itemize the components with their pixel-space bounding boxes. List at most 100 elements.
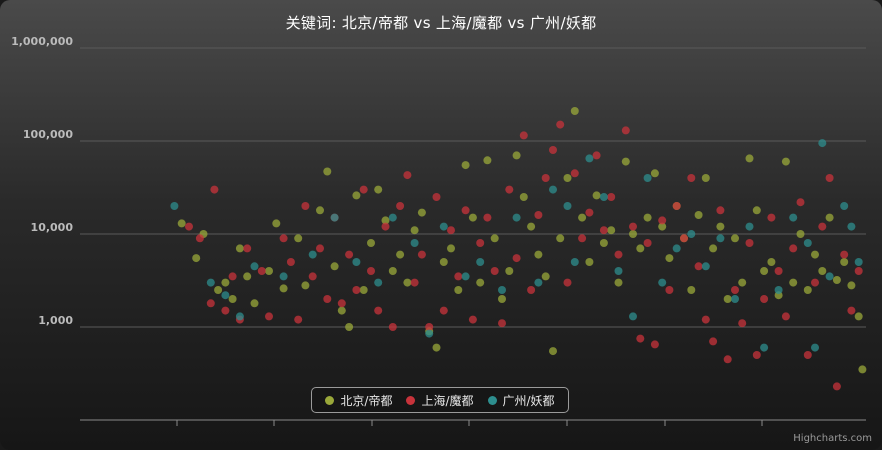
scatter-point-series-1[interactable] xyxy=(221,306,230,315)
scatter-point-series-1[interactable] xyxy=(854,267,863,275)
scatter-point-series-1[interactable] xyxy=(643,239,652,247)
scatter-point-series-2[interactable] xyxy=(498,286,506,294)
scatter-point-series-2[interactable] xyxy=(789,213,798,222)
scatter-point-series-1[interactable] xyxy=(323,295,332,303)
scatter-point-series-2[interactable] xyxy=(570,258,579,266)
scatter-point-series-1[interactable] xyxy=(410,278,419,287)
scatter-point-series-1[interactable] xyxy=(316,244,324,253)
scatter-point-series-1[interactable] xyxy=(396,202,405,210)
scatter-point-series-1[interactable] xyxy=(665,286,674,294)
scatter-point-series-2[interactable] xyxy=(235,312,244,321)
scatter-point-series-0[interactable] xyxy=(709,244,718,253)
scatter-point-series-1[interactable] xyxy=(505,185,514,194)
scatter-point-series-1[interactable] xyxy=(454,272,463,281)
scatter-point-series-2[interactable] xyxy=(279,272,288,281)
scatter-point-series-1[interactable] xyxy=(556,120,565,129)
scatter-point-series-0[interactable] xyxy=(694,211,703,219)
scatter-point-series-0[interactable] xyxy=(854,312,863,321)
scatter-point-series-0[interactable] xyxy=(519,193,528,201)
legend-item-guangzhou[interactable]: 广州/妖都 xyxy=(487,392,555,409)
scatter-point-series-1[interactable] xyxy=(607,193,616,201)
scatter-point-series-0[interactable] xyxy=(731,234,739,243)
scatter-point-series-0[interactable] xyxy=(403,278,412,287)
scatter-point-series-1[interactable] xyxy=(701,315,710,324)
scatter-point-series-0[interactable] xyxy=(570,107,579,115)
legend-item-shanghai[interactable]: 上海/魔都 xyxy=(406,392,474,409)
scatter-point-series-0[interactable] xyxy=(410,226,419,235)
scatter-point-series-0[interactable] xyxy=(818,267,827,275)
scatter-point-series-1[interactable] xyxy=(265,312,273,321)
scatter-point-series-1[interactable] xyxy=(585,208,594,217)
scatter-point-series-0[interactable] xyxy=(396,250,405,259)
scatter-point-series-1[interactable] xyxy=(738,319,747,328)
scatter-point-series-1[interactable] xyxy=(403,171,412,180)
scatter-point-series-2[interactable] xyxy=(585,154,594,163)
scatter-point-series-1[interactable] xyxy=(476,239,485,247)
scatter-point-series-2[interactable] xyxy=(854,258,863,266)
scatter-point-series-1[interactable] xyxy=(832,382,841,391)
scatter-point-series-0[interactable] xyxy=(607,226,616,235)
scatter-point-series-1[interactable] xyxy=(308,272,317,281)
scatter-point-series-1[interactable] xyxy=(658,216,667,225)
scatter-point-series-1[interactable] xyxy=(774,267,783,275)
scatter-point-series-0[interactable] xyxy=(621,157,630,166)
scatter-point-series-2[interactable] xyxy=(731,295,739,303)
scatter-point-series-0[interactable] xyxy=(840,258,849,266)
scatter-point-series-0[interactable] xyxy=(752,206,761,215)
scatter-point-series-1[interactable] xyxy=(279,234,288,243)
scatter-point-series-1[interactable] xyxy=(767,213,776,222)
scatter-point-series-1[interactable] xyxy=(811,278,819,287)
scatter-point-series-2[interactable] xyxy=(672,244,681,253)
scatter-point-series-1[interactable] xyxy=(359,185,368,194)
scatter-point-series-1[interactable] xyxy=(527,286,536,294)
scatter-point-series-0[interactable] xyxy=(534,250,543,259)
scatter-point-series-2[interactable] xyxy=(476,258,485,266)
scatter-point-series-0[interactable] xyxy=(636,244,645,253)
scatter-point-series-0[interactable] xyxy=(614,278,623,287)
scatter-point-series-1[interactable] xyxy=(796,198,805,207)
scatter-point-series-0[interactable] xyxy=(789,278,798,287)
scatter-point-series-2[interactable] xyxy=(840,202,849,210)
scatter-point-series-0[interactable] xyxy=(374,185,383,194)
scatter-point-series-2[interactable] xyxy=(512,213,521,222)
scatter-point-series-1[interactable] xyxy=(629,222,637,231)
scatter-point-series-0[interactable] xyxy=(177,219,186,228)
scatter-point-series-0[interactable] xyxy=(388,267,397,275)
scatter-point-series-1[interactable] xyxy=(825,174,834,182)
scatter-point-series-2[interactable] xyxy=(614,267,623,275)
scatter-point-series-0[interactable] xyxy=(556,234,565,243)
scatter-point-series-2[interactable] xyxy=(549,185,557,194)
scatter-point-series-1[interactable] xyxy=(381,222,390,231)
scatter-point-series-0[interactable] xyxy=(337,306,346,315)
scatter-point-series-1[interactable] xyxy=(294,315,303,324)
scatter-point-series-0[interactable] xyxy=(192,254,201,263)
scatter-point-series-2[interactable] xyxy=(803,239,812,247)
scatter-point-series-2[interactable] xyxy=(170,202,179,210)
scatter-point-series-0[interactable] xyxy=(250,299,259,308)
scatter-point-series-0[interactable] xyxy=(235,244,244,253)
scatter-point-series-1[interactable] xyxy=(694,262,703,271)
scatter-point-series-1[interactable] xyxy=(789,244,798,253)
scatter-point-series-1[interactable] xyxy=(512,254,521,263)
scatter-point-series-0[interactable] xyxy=(490,234,499,243)
scatter-point-series-0[interactable] xyxy=(723,295,732,303)
scatter-point-series-0[interactable] xyxy=(367,239,375,247)
scatter-point-series-0[interactable] xyxy=(439,258,448,266)
scatter-point-series-2[interactable] xyxy=(330,213,339,222)
scatter-point-series-2[interactable] xyxy=(760,343,769,352)
scatter-point-series-1[interactable] xyxy=(352,286,361,294)
scatter-point-series-1[interactable] xyxy=(745,239,754,247)
scatter-point-series-2[interactable] xyxy=(206,278,215,287)
scatter-point-series-0[interactable] xyxy=(701,174,710,182)
scatter-point-series-1[interactable] xyxy=(752,351,761,359)
scatter-point-series-1[interactable] xyxy=(301,202,310,210)
scatter-point-series-1[interactable] xyxy=(367,267,375,275)
scatter-point-series-0[interactable] xyxy=(549,347,557,356)
scatter-point-series-1[interactable] xyxy=(257,267,266,275)
scatter-point-series-1[interactable] xyxy=(636,334,645,343)
scatter-point-series-1[interactable] xyxy=(592,151,601,160)
scatter-point-series-1[interactable] xyxy=(570,169,579,178)
scatter-point-series-1[interactable] xyxy=(614,250,623,259)
scatter-point-series-0[interactable] xyxy=(265,267,273,275)
scatter-point-series-1[interactable] xyxy=(210,185,219,194)
